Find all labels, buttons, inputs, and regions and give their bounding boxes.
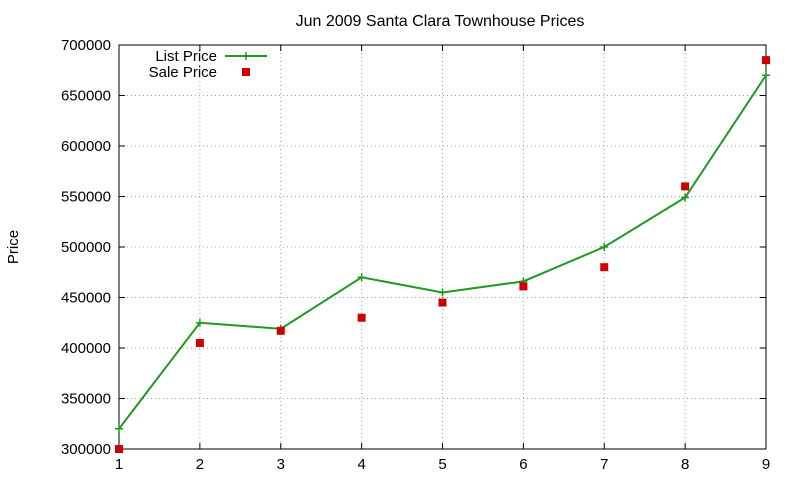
list-price-point [762,71,770,80]
y-tick-label: 450000 [61,290,111,307]
x-tick-label: 9 [762,456,770,473]
y-tick-label: 350000 [61,391,111,408]
y-tick-label: 600000 [61,138,111,155]
sale-price-point [762,56,770,65]
list-price-point [681,193,690,202]
x-tick-label: 8 [681,456,689,473]
x-tick-label: 5 [438,456,446,473]
y-axis-label: Price [5,230,22,264]
sale-price-point [195,338,204,347]
series-layer [115,56,770,453]
sale-price-point [357,313,366,322]
y-tick-label: 550000 [61,189,111,206]
sale-price-point [681,182,690,191]
list-price-point [600,243,609,251]
plot-frame [118,44,767,450]
x-tick-label: 6 [519,456,527,473]
x-tick-label: 7 [600,456,608,473]
list-price-point [195,318,204,327]
y-tick-label: 400000 [61,340,111,357]
x-tick-label: 4 [357,456,365,473]
y-tick-label: 300000 [61,441,111,458]
legend-label-list-price: List Price [155,48,217,65]
chart-title: Jun 2009 Santa Clara Townhouse Prices [296,13,585,30]
sale-price-point [438,298,447,307]
x-tick-label: 2 [196,456,204,473]
sale-price-point [600,263,609,272]
legend-swatch-sale-price [242,68,250,76]
list-price-point [438,288,447,297]
x-tick-label: 3 [277,456,285,473]
series-line-list-price [118,74,767,430]
list-price-point [357,273,366,282]
legend-marker-list-price [242,52,250,60]
sale-price-point [276,326,285,335]
legend-label-sale-price: Sale Price [149,64,217,81]
list-price-point [115,424,123,433]
y-tick-label: 500000 [61,239,111,256]
sale-price-point [115,445,123,453]
x-tick-label: 1 [115,456,123,473]
grid-lines [119,45,766,449]
sale-price-point [519,282,528,291]
axis-ticks: 1 2 3 4 5 6 7 8 9 300000 350000 400000 450000 500000 5… [61,37,770,473]
y-tick-label: 650000 [61,88,111,105]
y-tick-label: 700000 [61,37,111,54]
